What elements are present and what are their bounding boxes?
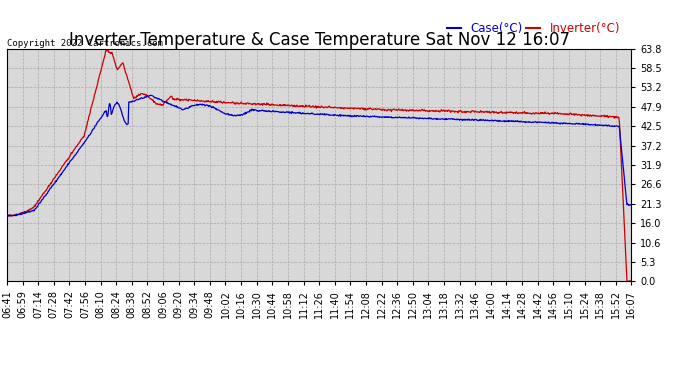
Text: Copyright 2022 Cartronics.com: Copyright 2022 Cartronics.com [7,39,163,48]
Title: Inverter Temperature & Case Temperature Sat Nov 12 16:07: Inverter Temperature & Case Temperature … [68,31,570,49]
Legend: Case(°C), Inverter(°C): Case(°C), Inverter(°C) [442,17,625,40]
